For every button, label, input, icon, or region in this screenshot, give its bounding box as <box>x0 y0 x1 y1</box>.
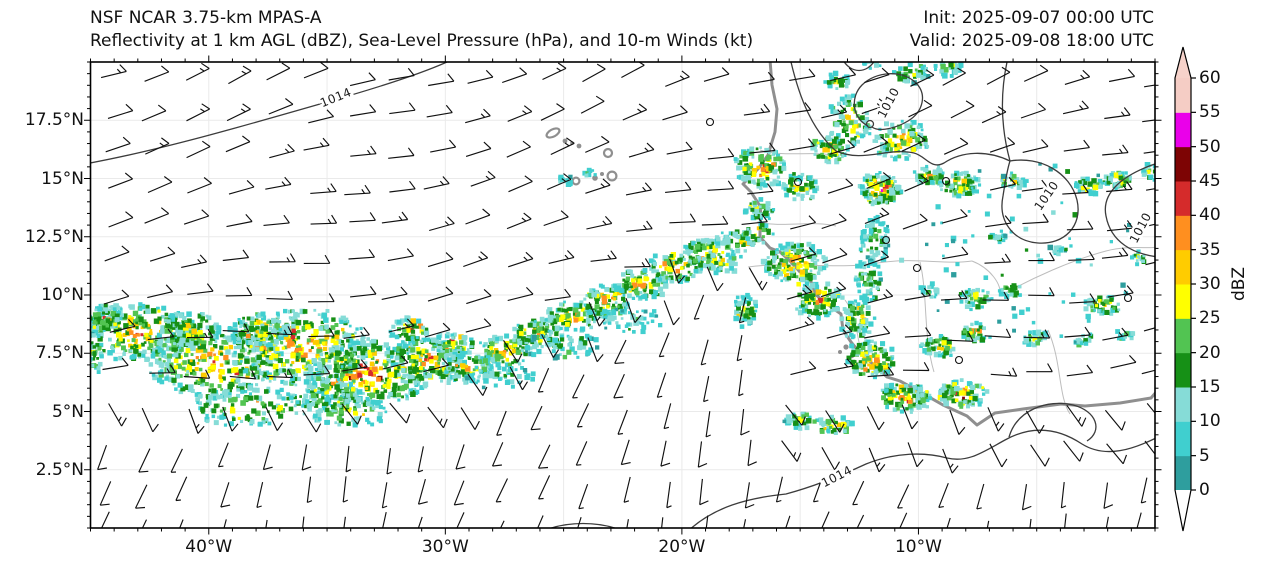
lon-tick-label: 20°W <box>658 537 706 557</box>
colorbar-tick-label: 5 <box>1199 445 1210 466</box>
reflectivity-layer <box>90 62 1155 435</box>
colorbar-tick-label: 40 <box>1199 205 1221 226</box>
colorbar: dBZ <box>1174 46 1249 532</box>
wind-barbs <box>97 62 1155 528</box>
valid-time: Valid: 2025-09-08 18:00 UTC <box>909 31 1154 51</box>
lon-tick-label: 40°W <box>185 537 233 557</box>
product-title: Reflectivity at 1 km AGL (dBZ), Sea-Leve… <box>90 31 754 51</box>
calm-wind-circle <box>941 176 951 186</box>
colorbar-tick-label: 15 <box>1199 377 1221 397</box>
calm-wind-circle <box>881 235 891 245</box>
calm-wind-circle <box>793 177 803 187</box>
colorbar-over-arrow <box>1175 47 1191 78</box>
colorbar-tick-label: 60 <box>1199 68 1221 88</box>
lat-tick-label: 12.5°N <box>24 226 84 247</box>
colorbar-under-arrow <box>1175 490 1191 531</box>
coastline <box>545 62 1155 427</box>
init-time: Init: 2025-09-07 00:00 UTC <box>923 8 1154 28</box>
time-block: Init: 2025-09-07 00:00 UTC Valid: 2025-0… <box>910 7 1154 53</box>
colorbar-tick-label: 25 <box>1199 308 1221 329</box>
axis-ticks <box>84 55 1162 535</box>
lat-tick-label: 15°N <box>41 168 84 189</box>
colorbar-tick-label: 20 <box>1199 342 1221 363</box>
colorbar-tick-label: 30 <box>1199 274 1221 294</box>
calm-wind-circle <box>705 117 715 127</box>
lat-tick-label: 17.5°N <box>24 110 84 131</box>
lat-tick-label: 10°N <box>41 285 84 305</box>
colorbar-tick-label: 45 <box>1199 171 1221 191</box>
colorbar-tick-label: 10 <box>1199 411 1221 432</box>
calm-wind-circle <box>954 355 964 365</box>
title-block: NSF NCAR 3.75-km MPAS-A Reflectivity at … <box>90 7 753 53</box>
model-name: NSF NCAR 3.75-km MPAS-A <box>90 8 322 28</box>
lat-tick-label: 2.5°N <box>35 459 84 480</box>
colorbar-tick-label: 35 <box>1199 239 1221 260</box>
lon-tick-label: 10°W <box>894 537 942 557</box>
lat-tick-label: 5°N <box>51 401 84 422</box>
calm-wind-circle <box>912 263 922 273</box>
colorbar-tick-label: 55 <box>1199 102 1221 123</box>
pressure-contour-label: 1010 <box>875 85 903 120</box>
pressure-contour-label: 1014 <box>318 85 353 110</box>
lat-tick-label: 7.5°N <box>35 343 84 364</box>
colorbar-tick-label: 0 <box>1199 480 1210 500</box>
colorbar-title: dBZ <box>1229 267 1249 301</box>
lon-tick-label: 30°W <box>421 537 469 557</box>
pressure-contour-label: 1010 <box>1032 178 1062 213</box>
colorbar-tick-label: 50 <box>1199 136 1221 157</box>
calm-wind-circle <box>1123 293 1133 303</box>
pressure-contour-label: 1010 <box>1127 210 1155 245</box>
